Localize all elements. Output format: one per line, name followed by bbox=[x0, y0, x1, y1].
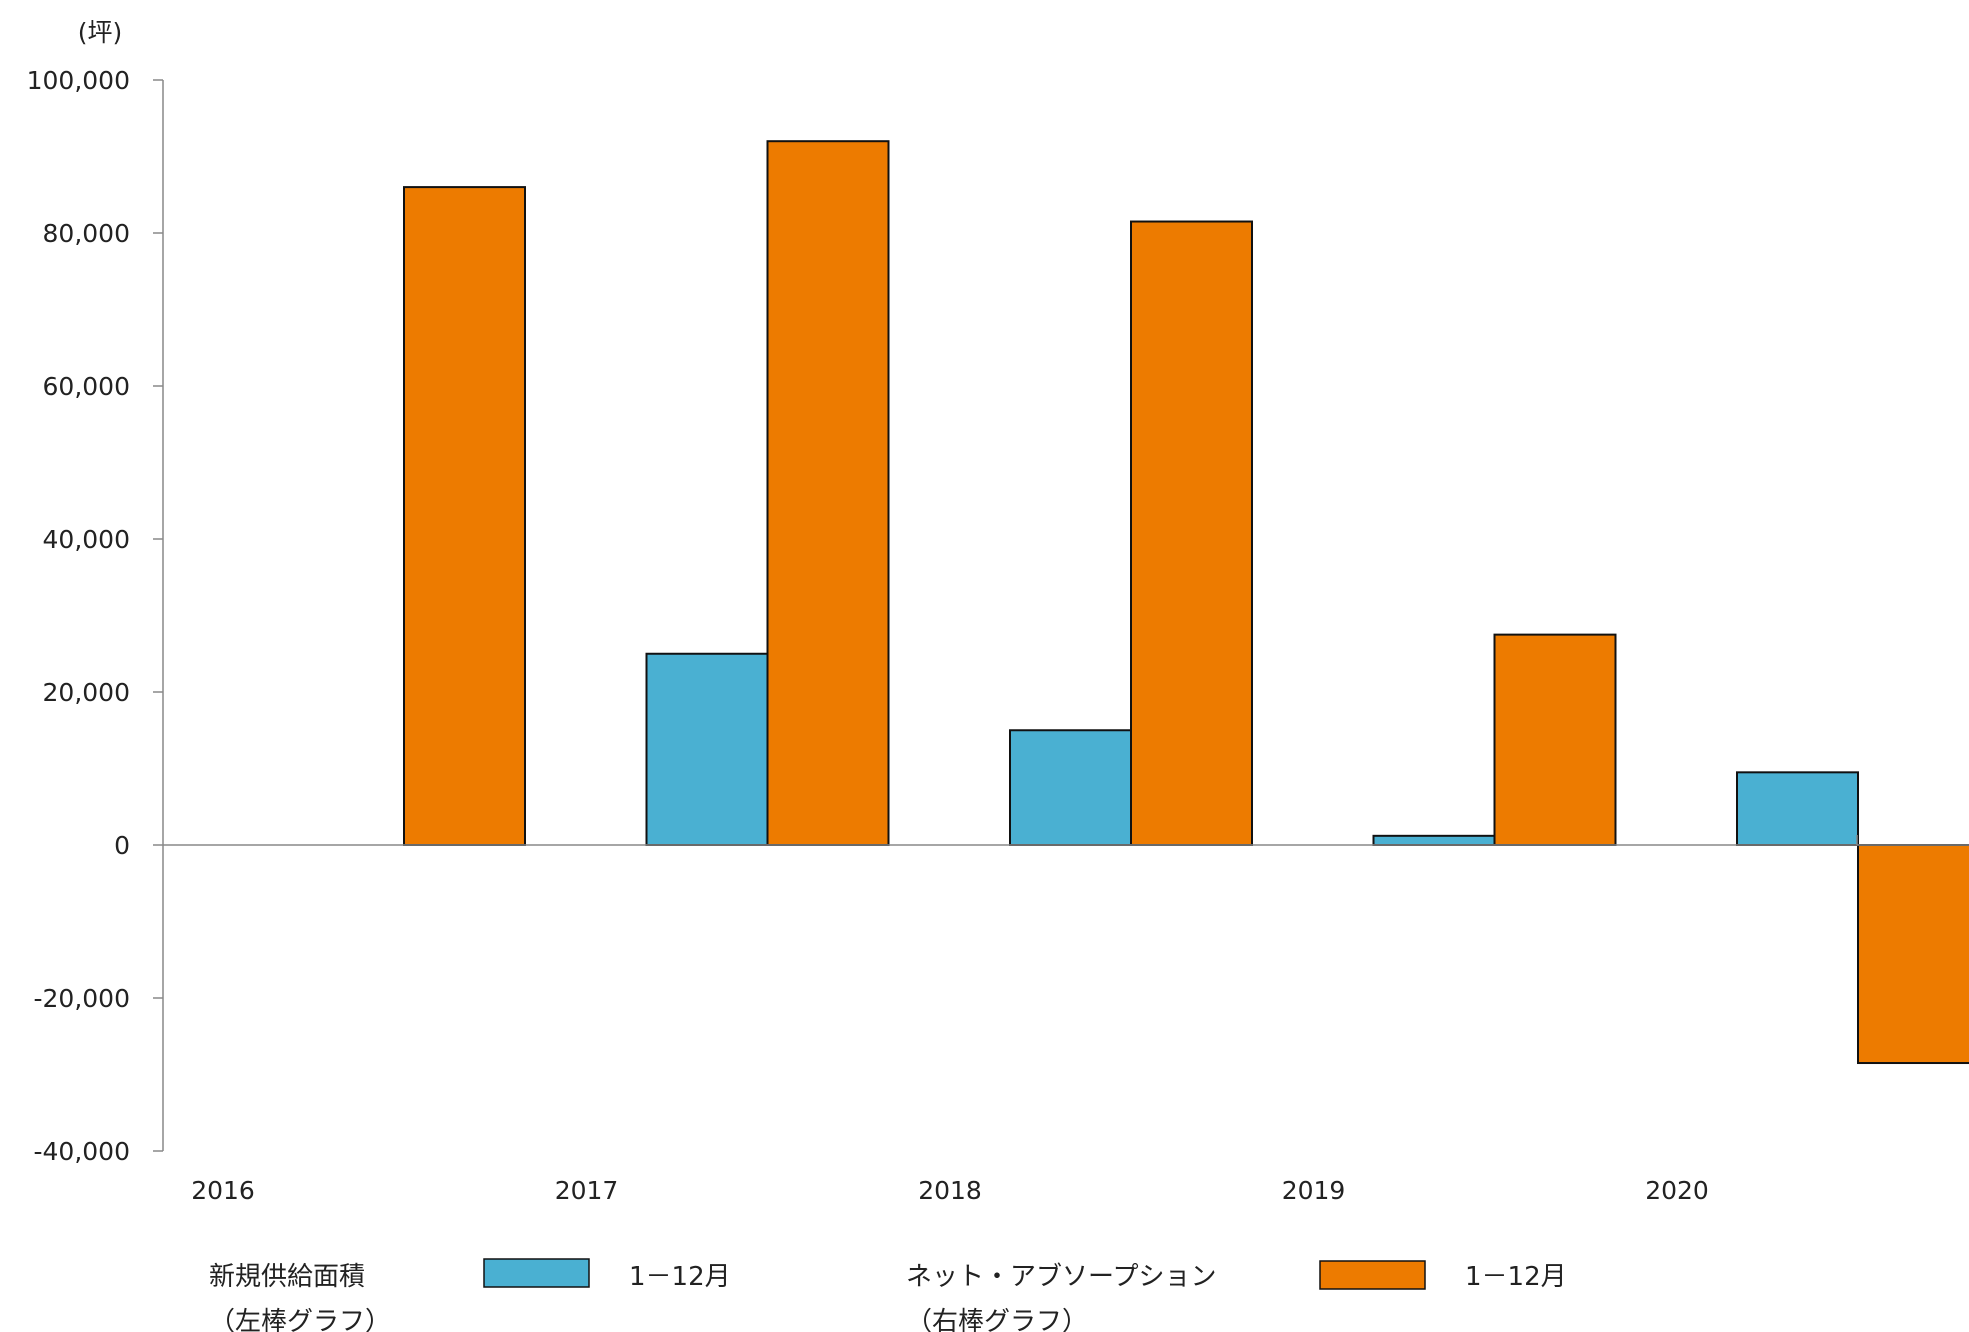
y-unit-label: (坪) bbox=[78, 18, 123, 47]
y-tick-label: -40,000 bbox=[34, 1137, 131, 1166]
y-tick-label: 80,000 bbox=[43, 219, 130, 248]
y-tick-label: 20,000 bbox=[43, 678, 130, 707]
bar-net-absorption-2020 bbox=[1857, 844, 1969, 1065]
bar-net-absorption-2018 bbox=[1130, 220, 1253, 846]
legend-item-1-label: 新規供給面積 bbox=[209, 1262, 365, 1292]
bars bbox=[403, 140, 1969, 1065]
legend-item-1-swatch bbox=[483, 1258, 590, 1288]
bar-net-absorption-2019 bbox=[1493, 633, 1617, 846]
y-tick-label: 100,000 bbox=[27, 66, 130, 95]
y-tick-label: 60,000 bbox=[43, 372, 130, 401]
y-axis: -40,000 -20,000 0 20,000 40,000 60,000 80,000 1… bbox=[27, 66, 164, 1166]
legend-item-2-period: 1－12月 bbox=[1465, 1262, 1567, 1292]
y-tick-label: -20,000 bbox=[34, 984, 131, 1013]
legend-item-2-label: ネット・アブソープション bbox=[906, 1262, 1216, 1292]
bar-new-supply-2020 bbox=[1736, 771, 1859, 847]
x-tick-label: 2017 bbox=[555, 1176, 619, 1205]
x-tick-label: 2016 bbox=[191, 1176, 255, 1205]
legend: 新規供給面積 （左棒グラフ） 1－12月 ネット・アブソープション （右棒グラフ… bbox=[209, 1258, 1567, 1332]
x-tick-label: 2019 bbox=[1282, 1176, 1346, 1205]
y-tick-label: 40,000 bbox=[43, 525, 130, 554]
bar-new-supply-2017 bbox=[645, 652, 769, 846]
x-tick-label: 2020 bbox=[1645, 1176, 1709, 1205]
legend-item-1-sublabel: （左棒グラフ） bbox=[209, 1307, 391, 1332]
bar-net-absorption-2017 bbox=[766, 140, 890, 846]
bar-new-supply-2018 bbox=[1009, 729, 1132, 846]
y-tick-label: 0 bbox=[114, 831, 130, 860]
bar-net-absorption-2016 bbox=[403, 186, 526, 847]
x-tick-label: 2018 bbox=[918, 1176, 982, 1205]
x-axis: 2016 2017 2018 2019 2020 bbox=[163, 835, 1969, 1205]
legend-item-2-swatch bbox=[1319, 1260, 1426, 1290]
legend-item-1-period: 1－12月 bbox=[629, 1262, 731, 1292]
bar-new-supply-2019 bbox=[1372, 834, 1496, 847]
legend-item-2-sublabel: （右棒グラフ） bbox=[906, 1307, 1088, 1332]
